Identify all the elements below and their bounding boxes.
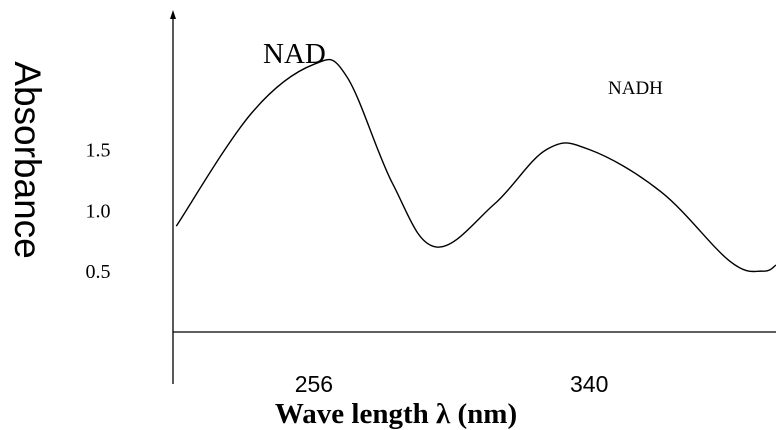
- y-axis-arrow-icon: [170, 10, 176, 19]
- y-tick-label: 1.5: [86, 140, 111, 162]
- x-axis-label: Wave length λ (nm): [275, 398, 517, 430]
- y-tick-labels: 1.5 1.0 0.5: [86, 140, 111, 284]
- annotation-nadh: NADH: [608, 78, 663, 99]
- y-axis-label: Absorbance: [7, 61, 48, 258]
- x-tick-labels: 256 340: [295, 371, 609, 397]
- annotation-nad: NAD: [263, 38, 326, 70]
- x-tick-label: 256: [295, 371, 333, 397]
- absorbance-curve: [176, 60, 776, 272]
- x-tick-label: 340: [570, 371, 608, 397]
- y-tick-label: 0.5: [86, 261, 111, 283]
- y-tick-label: 1.0: [86, 200, 111, 222]
